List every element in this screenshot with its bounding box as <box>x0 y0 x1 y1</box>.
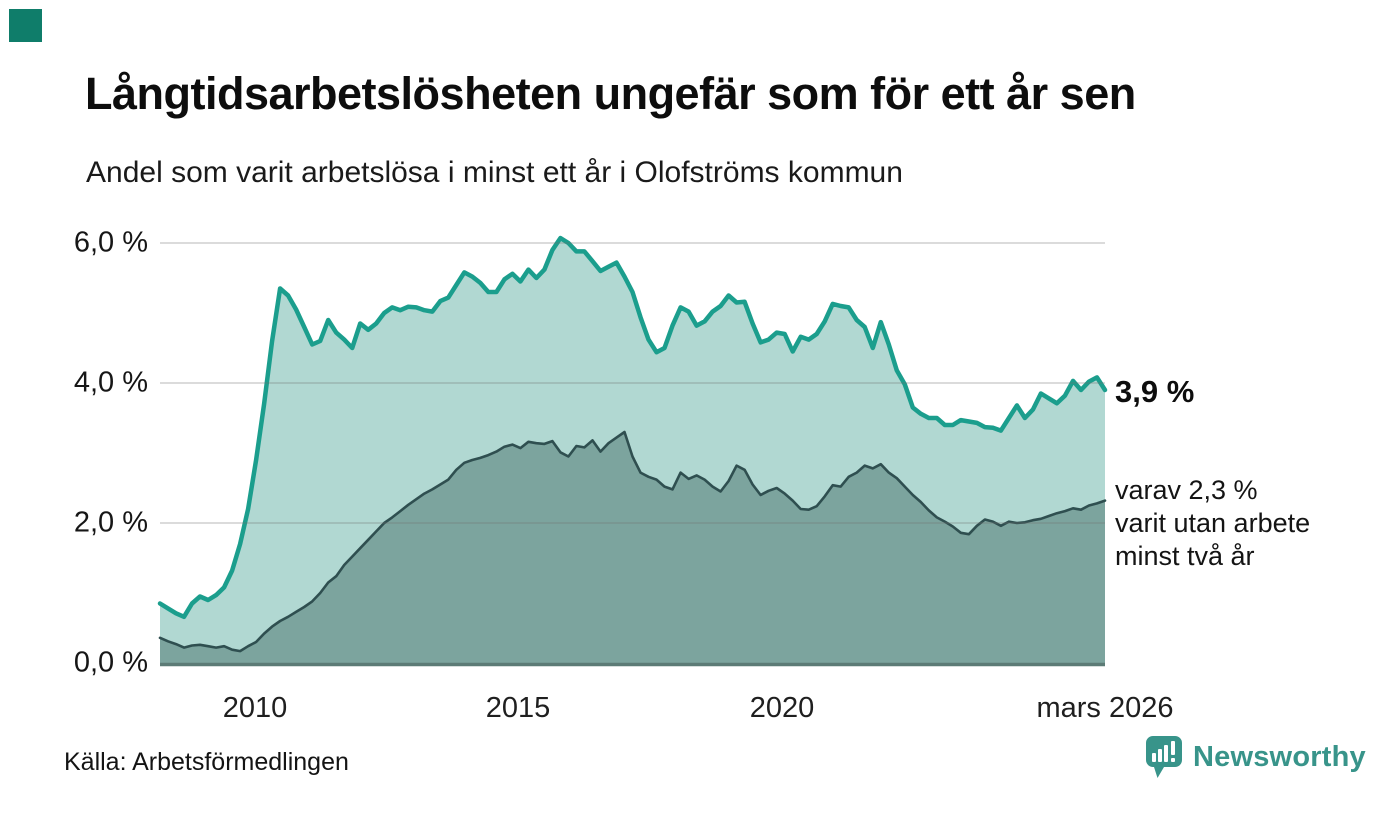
secondary-value-line1: varav 2,3 % <box>1115 475 1258 505</box>
newsworthy-logo: Newsworthy <box>1145 735 1366 780</box>
page-title: Långtidsarbetslösheten ungefär som för e… <box>85 68 1136 119</box>
secondary-value-line2: varit utan arbete <box>1115 508 1311 538</box>
x-axis-label-2015: 2015 <box>485 692 551 724</box>
latest-value-label: 3,9 % <box>1115 374 1195 409</box>
newsworthy-logo-text: Newsworthy <box>1193 741 1366 773</box>
secondary-value-label: varav 2,3 % varit utan arbete minst två … <box>1115 474 1310 573</box>
page-subtitle: Andel som varit arbetslösa i minst ett å… <box>86 156 903 189</box>
y-axis-label-0: 0,0 % <box>73 646 148 679</box>
y-axis-label-6: 6,0 % <box>73 226 148 259</box>
y-axis-label-4: 4,0 % <box>73 366 148 399</box>
x-axis-label-mars-2026: mars 2026 <box>1036 692 1174 724</box>
y-axis-label-2: 2,0 % <box>73 506 148 539</box>
secondary-value-line3: minst två år <box>1115 541 1255 571</box>
x-axis-label-2010: 2010 <box>222 692 288 724</box>
brand-color-square <box>9 9 42 42</box>
x-axis-label-2020: 2020 <box>749 692 815 724</box>
newsworthy-logo-icon <box>1146 736 1182 778</box>
source-credit: Källa: Arbetsförmedlingen <box>64 748 349 776</box>
